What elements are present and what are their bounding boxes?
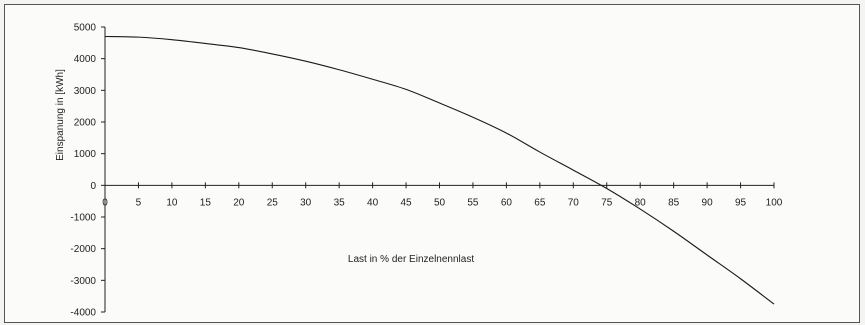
x-tick-label: 80 (635, 197, 647, 208)
x-tick-label: 90 (702, 197, 714, 208)
y-tick-label: -1000 (70, 213, 96, 224)
axes (104, 27, 774, 312)
x-tick-label: 65 (534, 197, 546, 208)
y-tick-label: 4000 (74, 54, 97, 65)
x-tick-label: 45 (400, 197, 412, 208)
x-tick-label: 20 (233, 197, 245, 208)
y-tick-label: -3000 (70, 276, 96, 287)
x-ticks: 0 5 10 15 20 25 30 35 40 45 50 55 60 65 70 75 80 85 90 95 10… (102, 182, 783, 208)
x-tick-label: 10 (166, 197, 178, 208)
y-tick-label: 5000 (74, 23, 97, 34)
series-group (104, 35, 775, 305)
x-tick-label: 25 (267, 197, 279, 208)
x-tick-label: 85 (668, 197, 680, 208)
x-tick-label: 95 (735, 197, 747, 208)
x-tick-label: 30 (300, 197, 312, 208)
x-tick-label: 55 (467, 197, 479, 208)
series-line (104, 35, 775, 305)
x-tick-label: 0 (102, 197, 108, 208)
y-tick-label: 3000 (74, 86, 97, 97)
x-tick-label: 70 (568, 197, 580, 208)
x-tick-label: 50 (434, 197, 446, 208)
x-tick-label: 40 (367, 197, 379, 208)
y-axis-title: Einspanung in [kWh] (55, 69, 66, 161)
x-tick-label: 100 (766, 197, 783, 208)
y-tick-label: 2000 (74, 118, 97, 129)
x-tick-label: 35 (334, 197, 346, 208)
x-tick-label: 15 (200, 197, 212, 208)
chart-frame (4, 4, 860, 323)
y-tick-label: 1000 (74, 149, 97, 160)
x-axis-title: Last in % der Einzelnennlast (348, 254, 474, 265)
x-tick-label: 5 (136, 197, 142, 208)
y-tick-label: -2000 (70, 244, 96, 255)
y-ticks: 5000 4000 3000 2000 1000 0 -1000 -2000 -3000 -400… (70, 23, 105, 319)
x-tick-label: 75 (601, 197, 613, 208)
x-tick-label: 60 (501, 197, 513, 208)
y-tick-label: 0 (90, 181, 96, 192)
y-tick-label: -4000 (70, 308, 96, 319)
